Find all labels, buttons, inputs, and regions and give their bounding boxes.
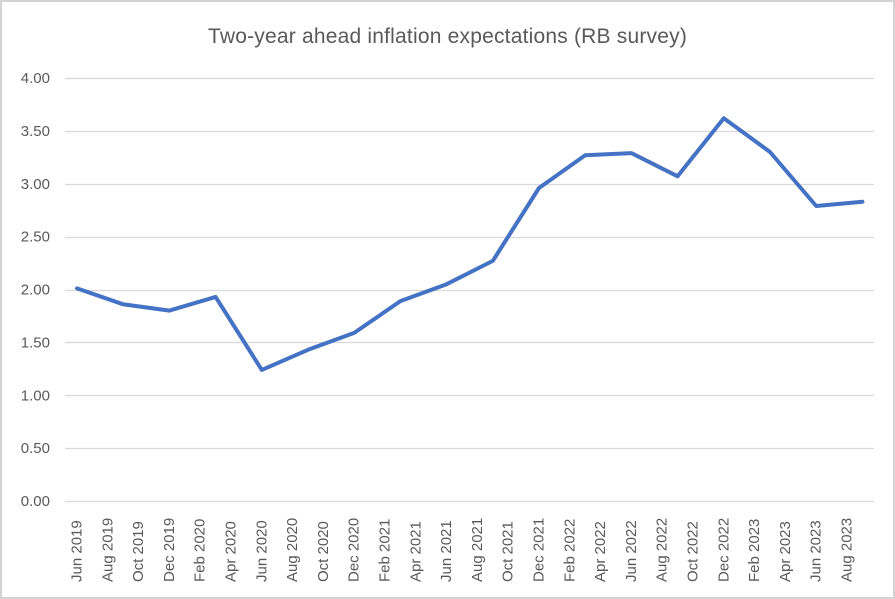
- x-axis-tick-label: Jun 2022: [623, 520, 640, 582]
- x-axis-tick-label: Oct 2022: [685, 521, 702, 582]
- x-axis-tick-label: Jun 2020: [253, 520, 270, 582]
- x-axis-tick-label: Apr 2022: [592, 521, 609, 582]
- x-axis-tick-label: Dec 2021: [531, 518, 548, 582]
- y-axis-tick-label: 0.50: [21, 440, 50, 457]
- y-axis-tick-label: 1.00: [21, 387, 50, 404]
- x-axis-tick-label: Aug 2022: [654, 518, 671, 582]
- y-axis-tick-label: 1.50: [21, 334, 50, 351]
- y-axis-tick-label: 0.00: [21, 493, 50, 510]
- x-axis-tick-label: Aug 2021: [469, 518, 486, 582]
- x-axis-tick-label: Aug 2019: [99, 518, 116, 582]
- x-axis-tick-label: Jun 2021: [438, 520, 455, 582]
- x-axis-tick-label: Oct 2021: [500, 521, 517, 582]
- x-axis-tick-label: Feb 2020: [192, 519, 209, 582]
- x-axis-tick-label: Aug 2020: [284, 518, 301, 582]
- y-axis-tick-label: 3.50: [21, 123, 50, 140]
- x-axis-tick-label: Dec 2020: [346, 518, 363, 582]
- x-axis-tick-label: Apr 2021: [407, 521, 424, 582]
- y-axis-tick-label: 4.00: [21, 70, 50, 87]
- x-axis-tick-label: Oct 2020: [315, 521, 332, 582]
- x-axis-tick-label: Dec 2019: [161, 518, 178, 582]
- data-line-series: [75, 116, 865, 372]
- x-axis-tick-label: Dec 2022: [715, 518, 732, 582]
- x-axis-tick-label: Jun 2023: [808, 520, 825, 582]
- x-axis-tick-label: Feb 2021: [377, 519, 394, 582]
- y-axis-tick-label: 3.00: [21, 176, 50, 193]
- x-axis-tick-label: Feb 2023: [746, 519, 763, 582]
- x-axis-tick-label: Apr 2020: [223, 521, 240, 582]
- x-axis-tick-label: Apr 2023: [777, 521, 794, 582]
- y-axis-tick-label: 2.00: [21, 282, 50, 299]
- x-axis-tick-label: Feb 2022: [561, 519, 578, 582]
- y-axis-tick-label: 2.50: [21, 229, 50, 246]
- chart-title: Two-year ahead inflation expectations (R…: [207, 25, 688, 48]
- x-axis-tick-label: Jun 2019: [69, 520, 86, 582]
- x-axis-tick-label: Oct 2019: [130, 521, 147, 582]
- x-axis-tick-label: Aug 2023: [839, 518, 856, 582]
